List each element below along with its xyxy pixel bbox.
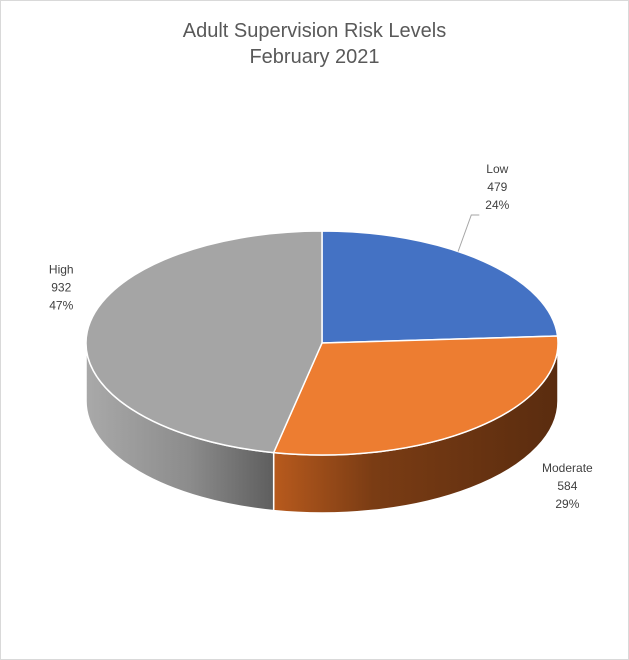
leader-lines bbox=[457, 214, 480, 252]
data-label-moderate: Moderate 584 29% bbox=[542, 461, 593, 511]
data-label-percent: 24% bbox=[485, 198, 509, 212]
data-label-name: Moderate bbox=[542, 461, 593, 475]
data-label-value: 584 bbox=[557, 479, 577, 493]
data-label-name: Low bbox=[486, 162, 508, 176]
chart-title: Adult Supervision Risk Levels February 2… bbox=[0, 18, 629, 70]
data-label-high: High 932 47% bbox=[49, 262, 74, 312]
chart-title-line2: February 2021 bbox=[249, 46, 380, 68]
data-label-name: High bbox=[49, 262, 74, 276]
leader-line-low bbox=[457, 214, 480, 252]
pie-slice-high bbox=[85, 230, 323, 454]
data-labels: Low 479 24% Moderate 584 29% High 932 47% bbox=[49, 162, 593, 511]
pie-slice-low bbox=[321, 230, 559, 344]
data-label-value: 479 bbox=[487, 180, 507, 194]
data-label-percent: 29% bbox=[555, 497, 579, 511]
data-label-low: Low 479 24% bbox=[485, 162, 509, 212]
pie-tops bbox=[85, 230, 559, 456]
chart-title-line1: Adult Supervision Risk Levels bbox=[182, 20, 447, 42]
pie-slice-moderate bbox=[272, 335, 559, 456]
data-label-percent: 47% bbox=[49, 298, 73, 312]
data-label-value: 932 bbox=[51, 280, 71, 294]
